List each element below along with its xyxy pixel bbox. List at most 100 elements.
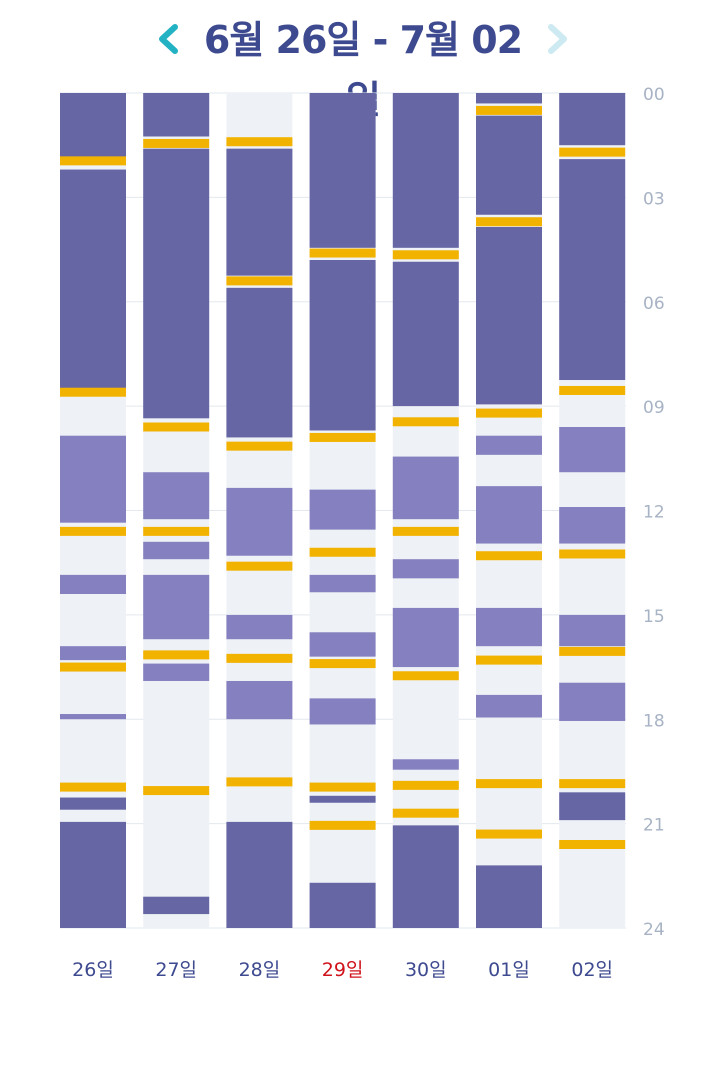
feed-marker[interactable] — [392, 671, 459, 681]
feed-marker[interactable] — [60, 387, 126, 397]
sleep-segment[interactable] — [60, 797, 126, 810]
day-label[interactable]: 29일 — [322, 959, 364, 981]
feed-marker[interactable] — [143, 138, 210, 148]
feed-marker[interactable] — [309, 659, 376, 669]
sleep-segment[interactable] — [309, 795, 376, 803]
sleep-segment[interactable] — [309, 93, 376, 248]
day-label[interactable]: 01일 — [488, 959, 530, 981]
nap-segment[interactable] — [60, 574, 126, 594]
nap-segment[interactable] — [143, 472, 210, 520]
sleep-segment[interactable] — [226, 287, 293, 438]
feed-marker[interactable] — [309, 547, 376, 557]
day-label[interactable]: 26일 — [72, 959, 114, 981]
sleep-segment[interactable] — [392, 93, 459, 248]
feed-marker[interactable] — [559, 779, 626, 789]
sleep-segment[interactable] — [476, 115, 542, 215]
feed-marker[interactable] — [559, 646, 626, 656]
nap-segment[interactable] — [60, 714, 126, 720]
feed-marker[interactable] — [392, 808, 459, 818]
feed-marker[interactable] — [60, 782, 126, 792]
sleep-segment[interactable] — [60, 169, 126, 389]
feed-marker[interactable] — [392, 417, 459, 427]
feed-marker[interactable] — [309, 432, 376, 442]
nap-segment[interactable] — [60, 435, 126, 523]
feed-marker[interactable] — [392, 250, 459, 260]
feed-marker[interactable] — [309, 782, 376, 792]
nap-segment[interactable] — [60, 646, 126, 661]
feed-marker[interactable] — [143, 650, 210, 660]
day-label[interactable]: 30일 — [405, 959, 447, 981]
feed-marker[interactable] — [309, 820, 376, 830]
day-label[interactable]: 02일 — [571, 959, 613, 981]
feed-marker[interactable] — [476, 408, 542, 418]
next-week-button[interactable] — [538, 14, 578, 64]
feed-marker[interactable] — [559, 385, 626, 395]
feed-marker[interactable] — [476, 105, 542, 115]
nap-segment[interactable] — [392, 456, 459, 520]
feed-marker[interactable] — [476, 551, 542, 561]
nap-segment[interactable] — [309, 489, 376, 530]
nap-segment[interactable] — [392, 607, 459, 668]
nap-segment[interactable] — [309, 632, 376, 657]
sleep-segment[interactable] — [143, 93, 210, 137]
nap-segment[interactable] — [309, 698, 376, 725]
nap-segment[interactable] — [392, 759, 459, 770]
feed-marker[interactable] — [60, 156, 126, 166]
feed-marker[interactable] — [226, 441, 293, 451]
feed-marker[interactable] — [476, 217, 542, 227]
sleep-segment[interactable] — [476, 93, 542, 104]
feed-marker[interactable] — [476, 655, 542, 665]
feed-marker[interactable] — [143, 422, 210, 432]
feed-marker[interactable] — [309, 248, 376, 258]
nap-segment[interactable] — [226, 614, 293, 640]
nap-segment[interactable] — [559, 614, 626, 647]
feed-marker[interactable] — [226, 276, 293, 286]
sleep-segment[interactable] — [392, 825, 459, 928]
sleep-segment[interactable] — [476, 865, 542, 928]
sleep-segment[interactable] — [143, 148, 210, 419]
nap-segment[interactable] — [143, 541, 210, 560]
feed-marker[interactable] — [392, 780, 459, 790]
feed-marker[interactable] — [559, 147, 626, 157]
feed-marker[interactable] — [476, 829, 542, 839]
sleep-segment[interactable] — [143, 896, 210, 915]
sleep-segment[interactable] — [309, 882, 376, 928]
feed-marker[interactable] — [226, 137, 293, 147]
nap-segment[interactable] — [143, 574, 210, 640]
day-label[interactable]: 27일 — [155, 959, 197, 981]
feed-marker[interactable] — [143, 786, 210, 796]
nap-segment[interactable] — [226, 680, 293, 720]
nap-segment[interactable] — [559, 682, 626, 721]
nap-segment[interactable] — [559, 427, 626, 473]
feed-marker[interactable] — [392, 526, 459, 536]
nap-segment[interactable] — [476, 607, 542, 647]
nap-segment[interactable] — [143, 663, 210, 681]
nap-segment[interactable] — [476, 694, 542, 718]
sleep-segment[interactable] — [476, 226, 542, 405]
nap-segment[interactable] — [309, 574, 376, 593]
feed-marker[interactable] — [143, 526, 210, 536]
nap-segment[interactable] — [476, 435, 542, 455]
day-label[interactable]: 28일 — [239, 959, 281, 981]
sleep-segment[interactable] — [60, 821, 126, 928]
prev-week-button[interactable] — [148, 14, 188, 64]
sleep-segment[interactable] — [559, 792, 626, 821]
feed-marker[interactable] — [226, 653, 293, 663]
feed-marker[interactable] — [60, 526, 126, 536]
nap-segment[interactable] — [476, 486, 542, 544]
sleep-segment[interactable] — [309, 260, 376, 431]
sleep-segment[interactable] — [559, 93, 626, 146]
sleep-segment[interactable] — [60, 93, 126, 158]
feed-marker[interactable] — [60, 662, 126, 672]
sleep-segment[interactable] — [559, 159, 626, 381]
nap-segment[interactable] — [226, 487, 293, 556]
feed-marker[interactable] — [226, 561, 293, 571]
feed-marker[interactable] — [476, 779, 542, 789]
sleep-segment[interactable] — [392, 261, 459, 407]
feed-marker[interactable] — [559, 549, 626, 559]
sleep-segment[interactable] — [226, 821, 293, 928]
feed-marker[interactable] — [559, 840, 626, 849]
feed-marker[interactable] — [226, 777, 293, 787]
sleep-segment[interactable] — [226, 148, 293, 276]
nap-segment[interactable] — [559, 507, 626, 544]
